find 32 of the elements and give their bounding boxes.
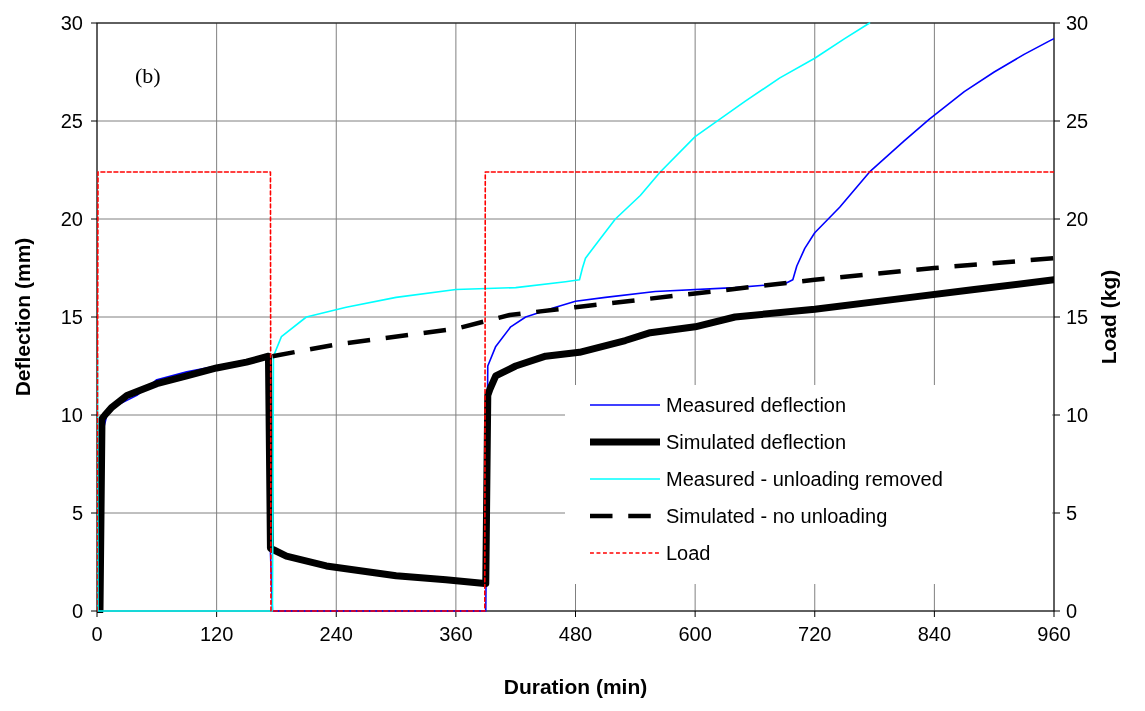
y2-axis-title: Load (kg) bbox=[1097, 269, 1120, 365]
legend-label: Simulated deflection bbox=[666, 431, 847, 453]
y2-tick-label: 0 bbox=[1066, 600, 1078, 622]
y2-tick-label: 20 bbox=[1066, 208, 1089, 230]
y2-tick-label: 25 bbox=[1066, 110, 1089, 132]
x-tick-label: 840 bbox=[917, 623, 952, 645]
annotation: (b) bbox=[135, 63, 161, 88]
y-tick-label: 30 bbox=[60, 12, 83, 34]
x-tick-label: 240 bbox=[319, 623, 353, 645]
x-tick-label: 720 bbox=[798, 623, 832, 645]
x-tick-label: 600 bbox=[678, 623, 712, 645]
y2-tick-label: 30 bbox=[1066, 12, 1089, 34]
x-tick-label: 480 bbox=[558, 623, 593, 645]
y2-tick-label: 10 bbox=[1066, 404, 1089, 426]
y-tick-label: 20 bbox=[60, 208, 83, 230]
legend-label: Measured deflection bbox=[666, 394, 847, 416]
y-tick-label: 0 bbox=[71, 600, 83, 622]
y-tick-label: 25 bbox=[60, 110, 83, 132]
legend-label: Load bbox=[666, 542, 711, 564]
y2-tick-label: 15 bbox=[1066, 306, 1089, 328]
legend-label: Measured - unloading removed bbox=[666, 468, 943, 490]
y-tick-label: 5 bbox=[71, 502, 83, 524]
y-tick-label: 10 bbox=[60, 404, 83, 426]
x-tick-label: 120 bbox=[199, 623, 234, 645]
x-axis-title: Duration (min) bbox=[503, 675, 648, 698]
x-tick-label: 960 bbox=[1037, 623, 1071, 645]
y-axis-title: Deflection (mm) bbox=[11, 237, 34, 397]
legend-label: Simulated - no unloading bbox=[666, 505, 888, 527]
y2-tick-label: 5 bbox=[1066, 502, 1078, 524]
x-tick-label: 360 bbox=[439, 623, 473, 645]
x-tick-label: 0 bbox=[91, 623, 103, 645]
y-tick-label: 15 bbox=[60, 306, 83, 328]
